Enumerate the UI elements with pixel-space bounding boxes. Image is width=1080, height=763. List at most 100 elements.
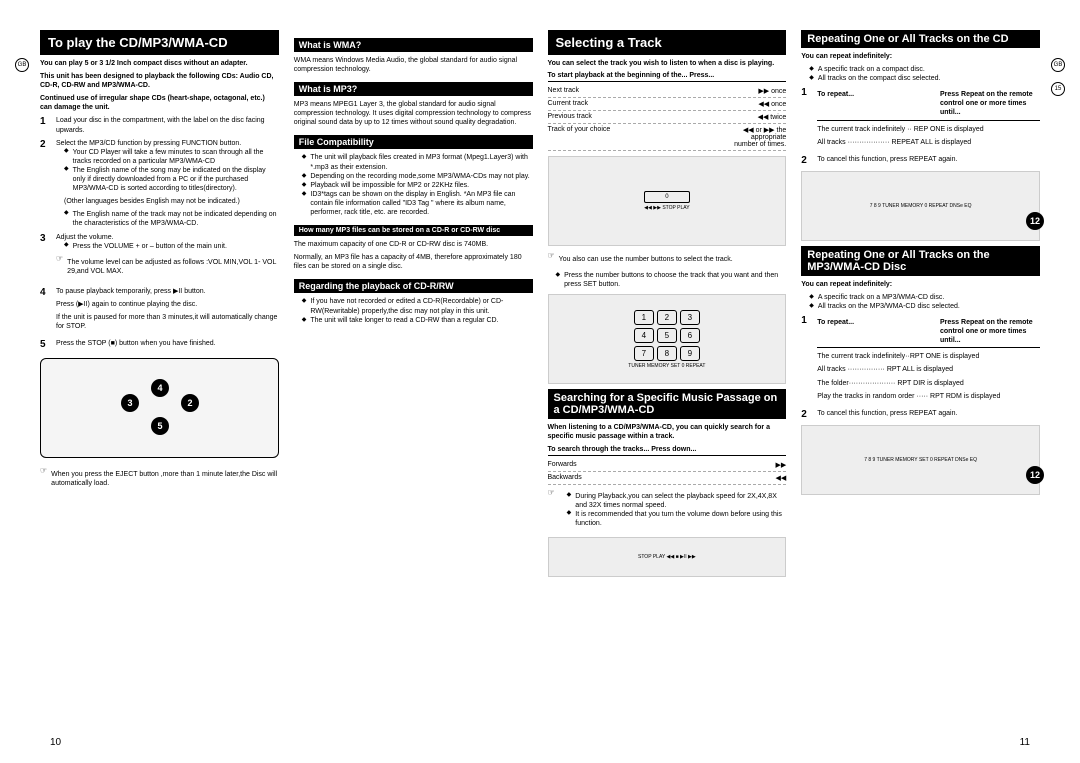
bullet: A specific track on a compact disc. [818,65,925,74]
repeat-line: The current track indefinitely··RPT ONE … [817,352,1040,361]
section-title-play: To play the CD/MP3/WMA-CD [40,30,279,55]
section-title-select: Selecting a Track [548,30,787,55]
step-text: Select the MP3/CD function by pressing F… [56,139,279,229]
rule-col2: Press Repeat on the remote control one o… [940,318,1040,345]
step-text: To repeat... Press Repeat on the remote c… [817,87,1040,150]
step-text: To pause playback temporarily, press ▶II… [56,287,279,335]
bullet: All tracks on the compact disc selected. [818,74,941,83]
remote-labels: ◀◀ ▶▶ STOP PLAY [644,205,689,211]
sub-mp3: What is MP3? [294,82,533,96]
sub-howmany: How many MP3 files can be stored on a CD… [294,225,533,236]
callout-2: 2 [181,394,199,412]
sub-note: If the unit is paused for more than 3 mi… [56,313,279,331]
row-action: ◀◀ [775,474,786,482]
wma-text: WMA means Windows Media Audio, the globa… [294,56,533,74]
sub-filecompat: File Compatibility [294,135,533,149]
search-intro: When listening to a CD/MP3/WMA-CD, you c… [548,423,787,441]
step-num: 1 [801,87,811,150]
repeat-line: Play the tracks in random order ····· RP… [817,392,1040,401]
mp3-text: MP3 means MPEG1 Layer 3, the global stan… [294,100,533,127]
row-action: ◀◀ once [758,100,786,108]
repeat-intro2: You can repeat indefinitely: [801,280,1040,289]
row-label: Previous track [548,113,592,121]
rule-header: To search through the tracks... Press do… [548,446,787,456]
callout-4: 4 [151,379,169,397]
bullet: The English name of the track may not be… [73,210,279,228]
sub-wma: What is WMA? [294,38,533,52]
sub-cdrw: Regarding the playback of CD-R/RW [294,279,533,293]
row-action: ▶▶ [775,461,786,469]
step-num: 4 [40,287,50,335]
callout-12: 12 [1026,212,1044,230]
track-row: Next track▶▶ once [548,85,787,98]
repeat-line: All tracks ·················· REPEAT ALL… [817,138,1040,147]
page-number-left: 10 [50,737,61,748]
note: During Playback,you can select the playb… [559,492,787,528]
row-label: Next track [548,87,580,95]
row-label: Forwards [548,461,577,469]
repeat-line: The folder···················· RPT DIR i… [817,379,1040,388]
remote-labels: STOP PLAY ◀◀ ■ ▶II ▶▶ [638,554,696,560]
note: You also can use the number buttons to s… [559,255,733,264]
bullet: The unit will playback files created in … [310,153,532,171]
remote-labels: 7 8 9 TUNER MEMORY SET 0 REPEAT DNSe EQ [864,457,977,463]
rule-header: To repeat... Press Repeat on the remote c… [817,90,1040,120]
step-num: 3 [40,233,50,283]
step-num: 5 [40,339,50,350]
capacity-text2: Normally, an MP3 file has a capacity of … [294,253,533,271]
rule-col1: To repeat... [817,90,854,117]
row-label: Backwards [548,474,582,482]
play-intro-1: You can play 5 or 3 1/2 Inch compact dis… [40,59,279,68]
bullet: A specific track on a MP3/WMA-CD disc. [818,293,944,302]
bullet: The unit will take longer to read a CD-R… [310,316,498,325]
callout-5: 5 [151,417,169,435]
bullet: During Playback,you can select the playb… [575,492,786,510]
step-body: Select the MP3/CD function by pressing F… [56,140,241,147]
callout-3: 3 [121,394,139,412]
step-text: Adjust the volume. Press the VOLUME + or… [56,233,279,283]
repeat-intro: You can repeat indefinitely: [801,52,1040,61]
step-num: 1 [40,116,50,134]
play-intro-2: This unit has been designed to playback … [40,72,279,90]
remote-diagram-1: 0 ◀◀ ▶▶ STOP PLAY [548,156,787,246]
row-label: Current track [548,100,588,108]
remote-diagram-2: 123456789 TUNER MEMORY SET 0 REPEAT [548,294,787,384]
capacity-text: The maximum capacity of one CD-R or CD-R… [294,240,533,249]
bullet: It is recommended that you turn the volu… [575,510,786,528]
step-num: 2 [40,139,50,229]
track-row: Backwards ◀◀ [548,472,787,485]
page-circ-right: 15 [1051,82,1065,96]
step-text: To repeat... Press Repeat on the remote c… [817,315,1040,405]
section-title-search: Searching for a Specific Music Passage o… [548,389,787,419]
step-text: To cancel this function, press REPEAT ag… [817,409,1040,420]
section-title-repeat-cd: Repeating One or All Tracks on the CD [801,30,1040,48]
bullet: Playback will be impossible for MP2 or 2… [310,181,469,190]
rule-header: To repeat... Press Repeat on the remote c… [817,318,1040,348]
rule-header: To start playback at the beginning of th… [548,72,787,82]
bullet: The English name of the song may be indi… [73,166,279,193]
rule-head-text: To start playback at the beginning of th… [548,72,715,79]
track-row: Current track ◀◀ once [548,98,787,111]
bullet: Depending on the recording mode,some MP3… [310,172,529,181]
remote-diagram-3: STOP PLAY ◀◀ ■ ▶II ▶▶ [548,537,787,577]
rule-head-text: To search through the tracks... Press do… [548,446,697,453]
column-4: Repeating One or All Tracks on the CD Yo… [801,30,1040,582]
rule-col1: To repeat... [817,318,854,345]
step-text: Load your disc in the compartment, with … [56,116,279,134]
step-text: Press the STOP (■) button when you have … [56,339,279,350]
column-2: What is WMA? WMA means Windows Media Aud… [294,30,533,582]
step-num: 1 [801,315,811,405]
section-title-repeat-mp3: Repeating One or All Tracks on the MP3/W… [801,246,1040,276]
row-label: Track of your choice [548,126,611,148]
repeat-line: All tracks ················ RPT ALL is d… [817,365,1040,374]
callout-12b: 12 [1026,466,1044,484]
page-spread: To play the CD/MP3/WMA-CD You can play 5… [40,30,1040,582]
remote-labels: 7 8 9 TUNER MEMORY 0 REPEAT DNSe EQ [870,203,972,209]
rule-col2: Press Repeat on the remote control one o… [940,90,1040,117]
step-num: 2 [801,409,811,420]
column-1: To play the CD/MP3/WMA-CD You can play 5… [40,30,279,582]
device-diagram: 3 4 2 5 [40,358,279,458]
bullet: All tracks on the MP3/WMA-CD disc select… [818,302,960,311]
page-number-right: 11 [1020,737,1030,748]
sub-note: (Other languages besides English may not… [64,197,279,206]
